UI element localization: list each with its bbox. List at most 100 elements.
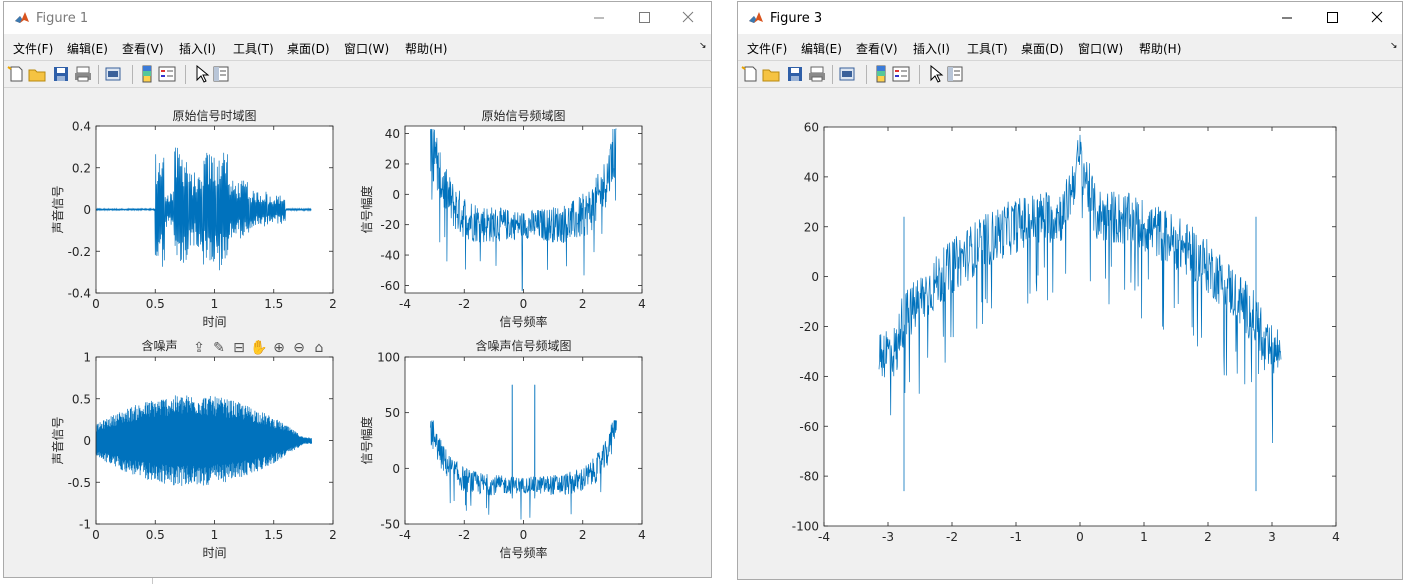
chevron-down-icon[interactable]: ↘: [1390, 41, 1398, 51]
y-tick-label: 1: [83, 351, 91, 365]
figure1-canvas: 0 0.5 1 1.5 2-0.4-0.200.20.4原始信号时域图时间声音信号-4-…: [50, 109, 646, 560]
edit-plot-icon[interactable]: [192, 64, 210, 83]
menu-desktop[interactable]: 桌面(D): [287, 42, 330, 56]
zoom-in-icon[interactable]: ⊕: [273, 340, 285, 356]
toolbar-separator: [832, 65, 833, 84]
x-tick-label: -2: [946, 530, 958, 544]
x-tick-label: -2: [458, 528, 470, 542]
figure3-titlebar[interactable]: Figure 3: [738, 2, 1402, 34]
open-file-icon[interactable]: [28, 65, 46, 83]
x-tick-label: -1: [1010, 530, 1022, 544]
minimize-button[interactable]: [1264, 2, 1310, 34]
menu-tools[interactable]: 工具(T): [967, 42, 1008, 56]
new-figure-icon[interactable]: [741, 65, 759, 83]
menu-file[interactable]: 文件(F): [13, 42, 54, 56]
minimize-icon: [594, 17, 604, 19]
x-tick-label: 0: [520, 528, 528, 542]
close-button[interactable]: [666, 2, 712, 34]
menu-window[interactable]: 窗口(W): [1078, 42, 1124, 56]
print-icon[interactable]: [74, 65, 92, 83]
toolbar-separator: [98, 65, 99, 84]
chart-title: 含噪声: [141, 338, 177, 353]
series-line: [430, 128, 617, 291]
series-line: [878, 134, 1282, 444]
property-inspector-icon[interactable]: [946, 65, 964, 83]
export-icon[interactable]: ⇪: [193, 340, 205, 356]
x-tick-label: 1: [211, 297, 219, 311]
menu-insert[interactable]: 插入(I): [913, 42, 950, 56]
maximize-icon: [1327, 12, 1338, 23]
menu-window[interactable]: 窗口(W): [344, 42, 390, 56]
legend-icon[interactable]: [158, 65, 176, 83]
maximize-button[interactable]: [621, 2, 667, 34]
x-tick-label: 0: [1076, 530, 1084, 544]
open-file-icon[interactable]: [762, 65, 780, 83]
series-line: [95, 147, 312, 271]
menu-view[interactable]: 查看(V): [856, 42, 898, 56]
save-icon[interactable]: [52, 65, 70, 83]
print-preview-icon[interactable]: [838, 65, 856, 83]
menu-help[interactable]: 帮助(H): [405, 42, 448, 56]
x-tick-label: -4: [399, 528, 411, 542]
series-line: [430, 384, 617, 520]
toolbar-separator: [185, 65, 186, 84]
chart-figure3: -4 -3 -2 -1 0 1 2 3 4 -100 -80 -60 -40 -20 0 20 40 60: [792, 121, 1340, 544]
y-tick-label: -50: [380, 518, 400, 532]
data-tip-icon[interactable]: ⊟: [233, 340, 245, 356]
property-inspector-icon[interactable]: [212, 65, 230, 83]
figure3-menubar: 文件(F) 编辑(E) 查看(V) 插入(I) 工具(T) 桌面(D) 窗口(W…: [738, 35, 1402, 59]
x-tick-label: -4: [818, 530, 830, 544]
menu-tools[interactable]: 工具(T): [233, 42, 274, 56]
y-tick-label: 0: [83, 203, 91, 217]
pan-icon[interactable]: ✋: [250, 339, 267, 356]
y-axis-label: 声音信号: [50, 185, 65, 233]
x-axis-label: 时间: [202, 546, 226, 560]
edit-plot-icon[interactable]: [926, 64, 944, 83]
y-tick-label: -0.5: [68, 476, 91, 490]
brush-icon[interactable]: ✎: [213, 340, 225, 356]
chevron-down-icon[interactable]: ↘: [699, 41, 707, 51]
menu-view[interactable]: 查看(V): [122, 42, 164, 56]
colorbar-icon[interactable]: [138, 65, 156, 83]
x-tick-label: 1.5: [264, 297, 283, 311]
maximize-button[interactable]: [1309, 2, 1355, 34]
menu-edit[interactable]: 编辑(E): [67, 42, 108, 56]
menu-desktop[interactable]: 桌面(D): [1021, 42, 1064, 56]
desktop-divider: [152, 574, 153, 584]
series-line: [95, 395, 313, 486]
x-tick-label: 1.5: [264, 528, 283, 542]
zoom-out-icon[interactable]: ⊖: [293, 340, 305, 356]
chart-title: 原始信号时域图: [172, 109, 256, 123]
figure1-plot-area: 0 0.5 1 1.5 2 -0.4 -0.2 0 0.2 0.4 原始信号时域图 时间 声音信号 -4-…: [4, 89, 711, 577]
home-icon[interactable]: ⌂: [315, 340, 324, 356]
x-tick-label: 0.5: [146, 528, 165, 542]
menu-file[interactable]: 文件(F): [747, 42, 788, 56]
legend-icon[interactable]: [892, 65, 910, 83]
toolbar-separator: [919, 65, 920, 84]
colorbar-icon[interactable]: [872, 65, 890, 83]
close-icon: [1371, 11, 1383, 23]
figure1-titlebar[interactable]: Figure 1: [4, 2, 711, 34]
x-tick-label: 0.5: [146, 297, 165, 311]
menu-insert[interactable]: 插入(I): [179, 42, 216, 56]
close-button[interactable]: [1355, 2, 1401, 34]
print-preview-icon[interactable]: [104, 65, 122, 83]
x-tick-label: 3: [1268, 530, 1276, 544]
print-icon[interactable]: [808, 65, 826, 83]
matlab-logo-icon: [14, 10, 30, 26]
save-icon[interactable]: [786, 65, 804, 83]
minimize-button[interactable]: [576, 2, 622, 34]
axes-box: [823, 126, 1337, 527]
x-tick-label: 4: [1332, 530, 1340, 544]
menu-edit[interactable]: 编辑(E): [801, 42, 842, 56]
new-figure-icon[interactable]: [7, 65, 25, 83]
y-tick-label: -80: [799, 470, 819, 484]
chart-title: 含噪声信号频域图: [475, 338, 571, 353]
menu-help[interactable]: 帮助(H): [1139, 42, 1182, 56]
y-tick-label: 40: [804, 170, 819, 184]
axes-box: [404, 125, 643, 294]
matlab-logo-icon: [748, 10, 764, 26]
